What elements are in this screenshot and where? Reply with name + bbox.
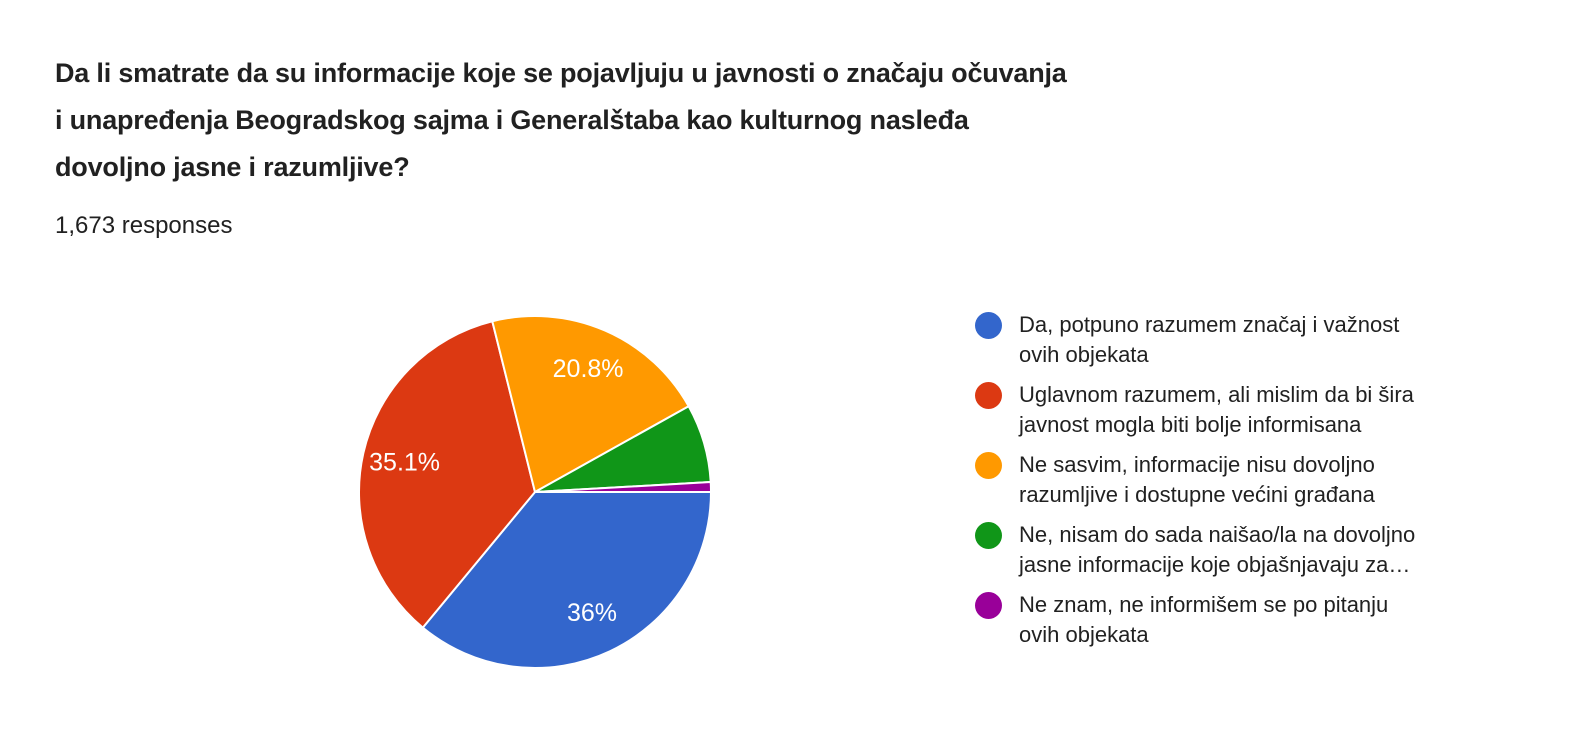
legend-label-line: razumljive i dostupne većini građana: [1019, 482, 1375, 507]
legend-label: Da, potpuno razumem značaj i važnost ovi…: [1019, 310, 1399, 370]
pie-slice-0[interactable]: [421, 491, 712, 669]
legend-item: Ne znam, ne informišem se po pitanju ovi…: [975, 590, 1445, 650]
legend-label-line: Ne sasvim, informacije nisu dovoljno: [1019, 452, 1375, 477]
legend-item: Ne sasvim, informacije nisu dovoljno raz…: [975, 450, 1445, 510]
question-title-line: Da li smatrate da su informacije koje se…: [55, 58, 1067, 88]
chart-legend: Da, potpuno razumem značaj i važnost ovi…: [975, 310, 1445, 660]
question-title-line: dovoljno jasne i razumljive?: [55, 152, 410, 182]
legend-color-swatch-icon: [975, 312, 1002, 339]
legend-label: Ne, nisam do sada naišao/la na dovoljno …: [1019, 520, 1415, 580]
legend-item: Uglavnom razumem, ali mislim da bi šira …: [975, 380, 1445, 440]
legend-label: Ne sasvim, informacije nisu dovoljno raz…: [1019, 450, 1375, 510]
legend-label: Uglavnom razumem, ali mislim da bi šira …: [1019, 380, 1414, 440]
slice-percent-label: 20.8%: [553, 355, 624, 383]
slice-percent-label: 35.1%: [369, 448, 440, 476]
question-title: Da li smatrate da su informacije koje se…: [55, 50, 1067, 191]
legend-label-line: Ne znam, ne informišem se po pitanju: [1019, 592, 1389, 617]
pie-slice-1[interactable]: [358, 320, 536, 629]
legend-label-line: javnost mogla biti bolje informisana: [1019, 412, 1362, 437]
legend-label-line: ovih objekata: [1019, 342, 1149, 367]
legend-label-line: jasne informacije koje objašnjavaju za…: [1019, 552, 1411, 577]
legend-item: Da, potpuno razumem značaj i važnost ovi…: [975, 310, 1445, 370]
pie-slice-2[interactable]: [491, 315, 690, 493]
legend-label-line: ovih objekata: [1019, 622, 1149, 647]
legend-item: Ne, nisam do sada naišao/la na dovoljno …: [975, 520, 1445, 580]
pie-slice-4[interactable]: [534, 481, 713, 493]
legend-color-swatch-icon: [975, 382, 1002, 409]
legend-label-line: Ne, nisam do sada naišao/la na dovoljno: [1019, 522, 1416, 547]
responses-count: 1,673 responses: [55, 212, 233, 239]
pie-chart: 36% 35.1% 20.8%: [358, 315, 713, 669]
legend-label-line: Da, potpuno razumem značaj i važnost: [1019, 312, 1400, 337]
legend-label-line: Uglavnom razumem, ali mislim da bi šira: [1019, 382, 1414, 407]
legend-color-swatch-icon: [975, 592, 1002, 619]
slice-percent-label: 36%: [567, 599, 617, 627]
legend-label: Ne znam, ne informišem se po pitanju ovi…: [1019, 590, 1388, 650]
legend-color-swatch-icon: [975, 522, 1002, 549]
legend-color-swatch-icon: [975, 452, 1002, 479]
question-title-line: i unapređenja Beogradskog sajma i Genera…: [55, 105, 969, 135]
